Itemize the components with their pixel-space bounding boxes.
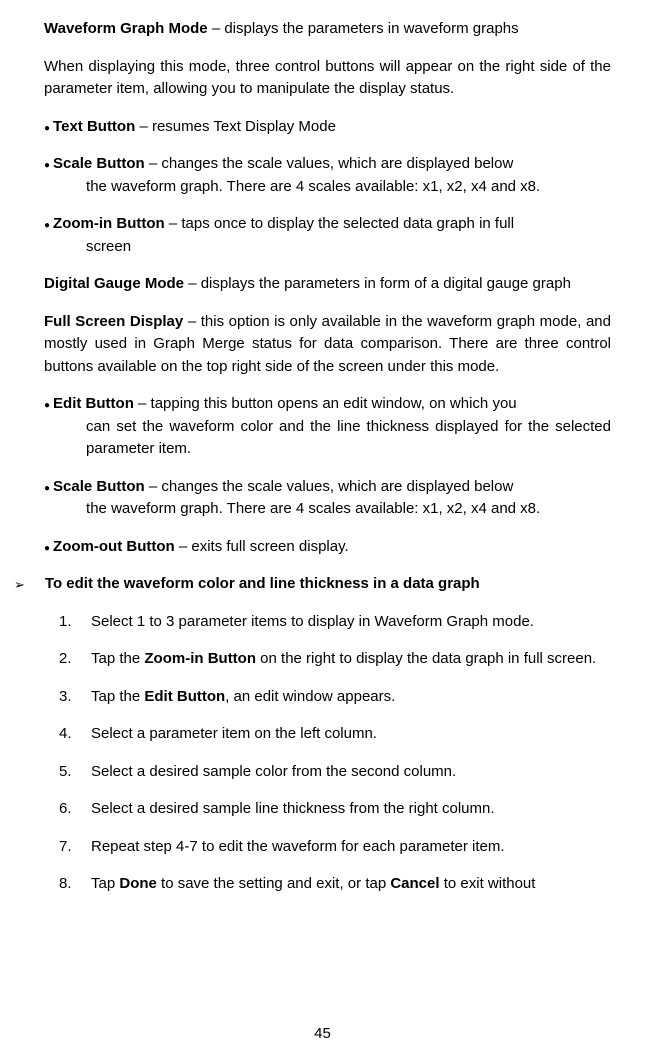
bullet-title: Scale Button [53, 478, 145, 495]
step-num: 7. [59, 836, 91, 859]
section-title: Full Screen Display [44, 313, 183, 330]
step-text: Tap the Zoom-in Button on the right to d… [91, 648, 611, 671]
bullet-scale-button-2: ● Scale Button – changes the scale value… [44, 476, 611, 521]
section-digital-gauge: Digital Gauge Mode – displays the parame… [44, 273, 611, 296]
section-fullscreen: Full Screen Display – this option is onl… [44, 311, 611, 379]
step-4: 4.Select a parameter item on the left co… [34, 723, 611, 746]
bullet-desc-cont: the waveform graph. There are 4 scales a… [53, 176, 611, 199]
dot-icon: ● [44, 121, 50, 139]
bullet-scale-button: ● Scale Button – changes the scale value… [44, 153, 611, 198]
section-title: Digital Gauge Mode [44, 275, 184, 292]
section-waveform: Waveform Graph Mode – displays the param… [44, 18, 611, 41]
step-text: Select a desired sample line thickness f… [91, 798, 611, 821]
bullet-title: Edit Button [53, 395, 134, 412]
dot-icon: ● [44, 158, 50, 198]
bullet-edit-button: ● Edit Button – tapping this button open… [44, 393, 611, 461]
step-num: 6. [59, 798, 91, 821]
dot-icon: ● [44, 398, 50, 461]
bullet-zoomin-button: ● Zoom-in Button – taps once to display … [44, 213, 611, 258]
section-desc: – displays the parameters in form of a d… [188, 275, 571, 292]
bullet-text-button: ● Text Button – resumes Text Display Mod… [44, 116, 611, 139]
step-text: Select a desired sample color from the s… [91, 761, 611, 784]
step-text: Tap Done to save the setting and exit, o… [91, 873, 611, 896]
step-num: 4. [59, 723, 91, 746]
bullet-title: Zoom-out Button [53, 538, 175, 555]
paragraph: When displaying this mode, three control… [44, 56, 611, 101]
step-text: Repeat step 4-7 to edit the waveform for… [91, 836, 611, 859]
step-5: 5.Select a desired sample color from the… [34, 761, 611, 784]
procedure-title: To edit the waveform color and line thic… [45, 573, 480, 596]
bullet-desc-part1: – changes the scale values, which are di… [149, 478, 513, 495]
bullet-title: Scale Button [53, 155, 145, 172]
step-text: Select a parameter item on the left colu… [91, 723, 611, 746]
step-7: 7.Repeat step 4-7 to edit the waveform f… [34, 836, 611, 859]
bullet-desc: – exits full screen display. [179, 538, 349, 555]
procedure-heading: ➢ To edit the waveform color and line th… [14, 573, 611, 596]
step-2: 2.Tap the Zoom-in Button on the right to… [34, 648, 611, 671]
bullet-desc-cont: can set the waveform color and the line … [53, 416, 611, 461]
dot-icon: ● [44, 541, 50, 559]
step-1: 1.Select 1 to 3 parameter items to displ… [34, 611, 611, 634]
bullet-title: Text Button [53, 118, 135, 135]
step-3: 3.Tap the Edit Button, an edit window ap… [34, 686, 611, 709]
step-text: Tap the Edit Button, an edit window appe… [91, 686, 611, 709]
step-num: 2. [59, 648, 91, 671]
dot-icon: ● [44, 481, 50, 521]
step-num: 1. [59, 611, 91, 634]
step-8: 8.Tap Done to save the setting and exit,… [34, 873, 611, 896]
bullet-title: Zoom-in Button [53, 215, 165, 232]
step-text: Select 1 to 3 parameter items to display… [91, 611, 611, 634]
step-num: 5. [59, 761, 91, 784]
step-6: 6.Select a desired sample line thickness… [34, 798, 611, 821]
page-number: 45 [0, 1023, 645, 1046]
bullet-desc-cont: the waveform graph. There are 4 scales a… [53, 498, 611, 521]
bullet-desc: – resumes Text Display Mode [139, 118, 335, 135]
bullet-desc-part1: – changes the scale values, which are di… [149, 155, 513, 172]
section-desc: – displays the parameters in waveform gr… [212, 20, 519, 37]
triangle-icon: ➢ [14, 575, 25, 596]
step-num: 3. [59, 686, 91, 709]
bullet-desc-cont: screen [53, 236, 611, 259]
dot-icon: ● [44, 218, 50, 258]
bullet-desc-part1: – tapping this button opens an edit wind… [138, 395, 517, 412]
step-num: 8. [59, 873, 91, 896]
bullet-desc-part1: – taps once to display the selected data… [169, 215, 514, 232]
section-title: Waveform Graph Mode [44, 20, 208, 37]
bullet-zoomout-button: ● Zoom-out Button – exits full screen di… [44, 536, 611, 559]
